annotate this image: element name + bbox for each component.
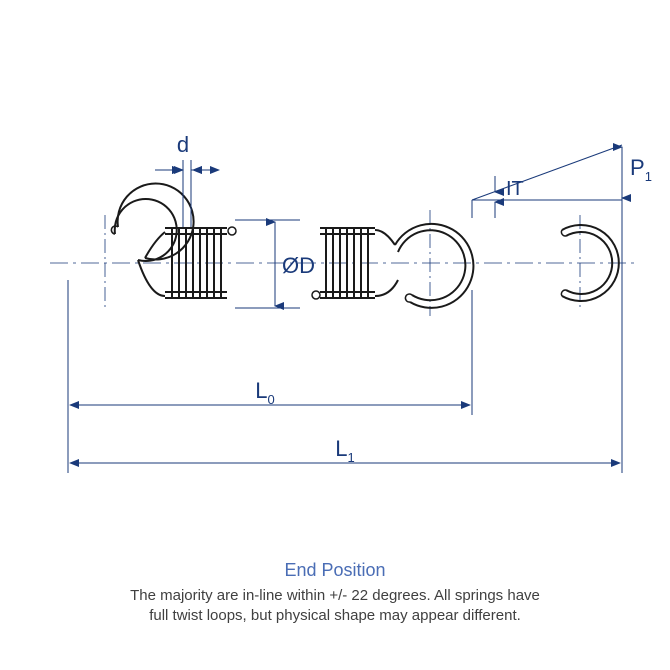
- label-P1: P1: [630, 155, 652, 184]
- coil-group-right: [312, 228, 398, 299]
- right-hook: [395, 224, 473, 308]
- label-d: d: [177, 132, 189, 157]
- caption-line1: The majority are in-line within +/- 22 d…: [0, 586, 670, 606]
- dim-pitch: [472, 145, 622, 218]
- caption-title: End Position: [0, 560, 670, 581]
- caption-line2: full twist loops, but physical shape may…: [0, 606, 670, 626]
- left-hook: [111, 184, 193, 296]
- label-L0: L0: [255, 378, 274, 407]
- label-IT: IT: [506, 178, 524, 200]
- caption: End Position The majority are in-line wi…: [0, 560, 670, 625]
- label-L1: L1: [335, 436, 354, 465]
- label-D: ØD: [282, 253, 315, 278]
- spring-diagram: d ØD L0 L1 IT P1 End Position The majori…: [0, 0, 670, 670]
- dim-L1: [68, 175, 622, 473]
